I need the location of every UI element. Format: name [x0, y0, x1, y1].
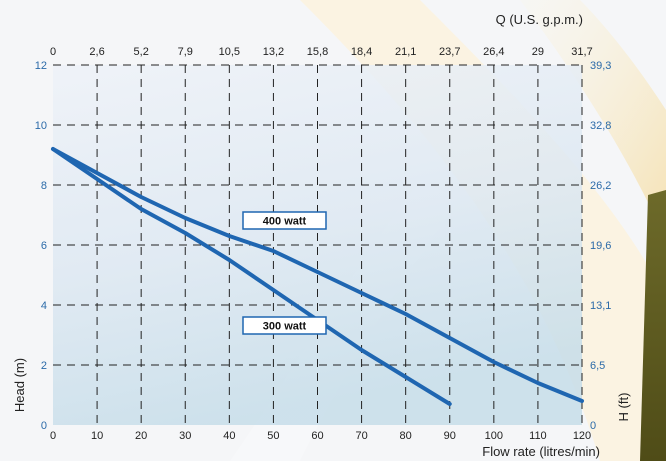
series-label-400-watt: 400 watt [242, 211, 327, 230]
x-axis-ticks: 0 10 20 30 40 50 60 70 80 90 100 110 120 [50, 430, 591, 442]
y-tick-label: 8 [41, 180, 47, 192]
x-tick-label: 40 [223, 430, 235, 442]
y-tick-label: 4 [41, 300, 47, 312]
x2-tick-label: 18,4 [351, 46, 372, 58]
x-tick-label: 0 [50, 430, 56, 442]
series-line-400-watt [51, 147, 584, 403]
x-axis-label: Flow rate (litres/min) [482, 444, 600, 459]
series-label-text: 300 watt [263, 321, 307, 333]
x2-axis-label: Q (U.S. g.p.m.) [496, 12, 583, 27]
x-tick-label: 30 [179, 430, 191, 442]
x-tick-label: 90 [444, 430, 456, 442]
x2-tick-label: 10,5 [219, 46, 240, 58]
series-label-text: 400 watt [263, 216, 307, 228]
x2-tick-label: 7,9 [178, 46, 193, 58]
series-label-box [242, 211, 327, 230]
series-label-box [242, 316, 327, 335]
x2-tick-label: 2,6 [89, 46, 104, 58]
y-axis-ticks: 0 2 4 6 8 10 12 [35, 60, 47, 432]
y2-tick-label: 32,8 [590, 120, 611, 132]
x2-tick-label: 26,4 [483, 46, 504, 58]
y-tick-label: 6 [41, 240, 47, 252]
y2-tick-label: 26,2 [590, 180, 611, 192]
y-tick-label: 0 [41, 420, 47, 432]
y2-tick-label: 39,3 [590, 60, 611, 72]
x-tick-label: 20 [135, 430, 147, 442]
x2-tick-label: 5,2 [134, 46, 149, 58]
y2-tick-label: 13,1 [590, 300, 611, 312]
series-line-300-watt [51, 147, 452, 406]
x2-tick-label: 21,1 [395, 46, 416, 58]
y-axis-label: Head (m) [12, 358, 27, 412]
x2-tick-label: 15,8 [307, 46, 328, 58]
x-tick-label: 100 [485, 430, 503, 442]
y-tick-label: 10 [35, 120, 47, 132]
x-tick-label: 80 [400, 430, 412, 442]
x-tick-label: 110 [529, 430, 547, 442]
x2-tick-label: 13,2 [263, 46, 284, 58]
x2-tick-label: 23,7 [439, 46, 460, 58]
x-tick-label: 50 [267, 430, 279, 442]
x2-tick-label: 0 [50, 46, 56, 58]
y2-axis-label: H (ft) [616, 393, 631, 422]
x-tick-label: 70 [355, 430, 367, 442]
x-tick-label: 10 [91, 430, 103, 442]
x2-tick-label: 31,7 [571, 46, 592, 58]
y2-tick-label: 6,5 [590, 360, 605, 372]
y2-axis-ticks: 0 6,5 13,1 19,6 26,2 32,8 39,3 [590, 60, 611, 432]
series-labels: 400 watt 300 watt [242, 211, 327, 335]
x-tick-label: 60 [311, 430, 323, 442]
x-tick-label: 120 [573, 430, 591, 442]
grid-lines [53, 64, 583, 425]
x2-axis-ticks: 0 2,6 5,2 7,9 10,5 13,2 15,8 18,4 21,1 23,7 26,4 29… [50, 46, 593, 58]
series-label-300-watt: 300 watt [242, 316, 327, 335]
y2-tick-label: 0 [590, 420, 596, 432]
y2-tick-label: 19,6 [590, 240, 611, 252]
y-tick-label: 12 [35, 60, 47, 72]
x2-tick-label: 29 [532, 46, 544, 58]
series-lines [51, 147, 584, 406]
y-tick-label: 2 [41, 360, 47, 372]
